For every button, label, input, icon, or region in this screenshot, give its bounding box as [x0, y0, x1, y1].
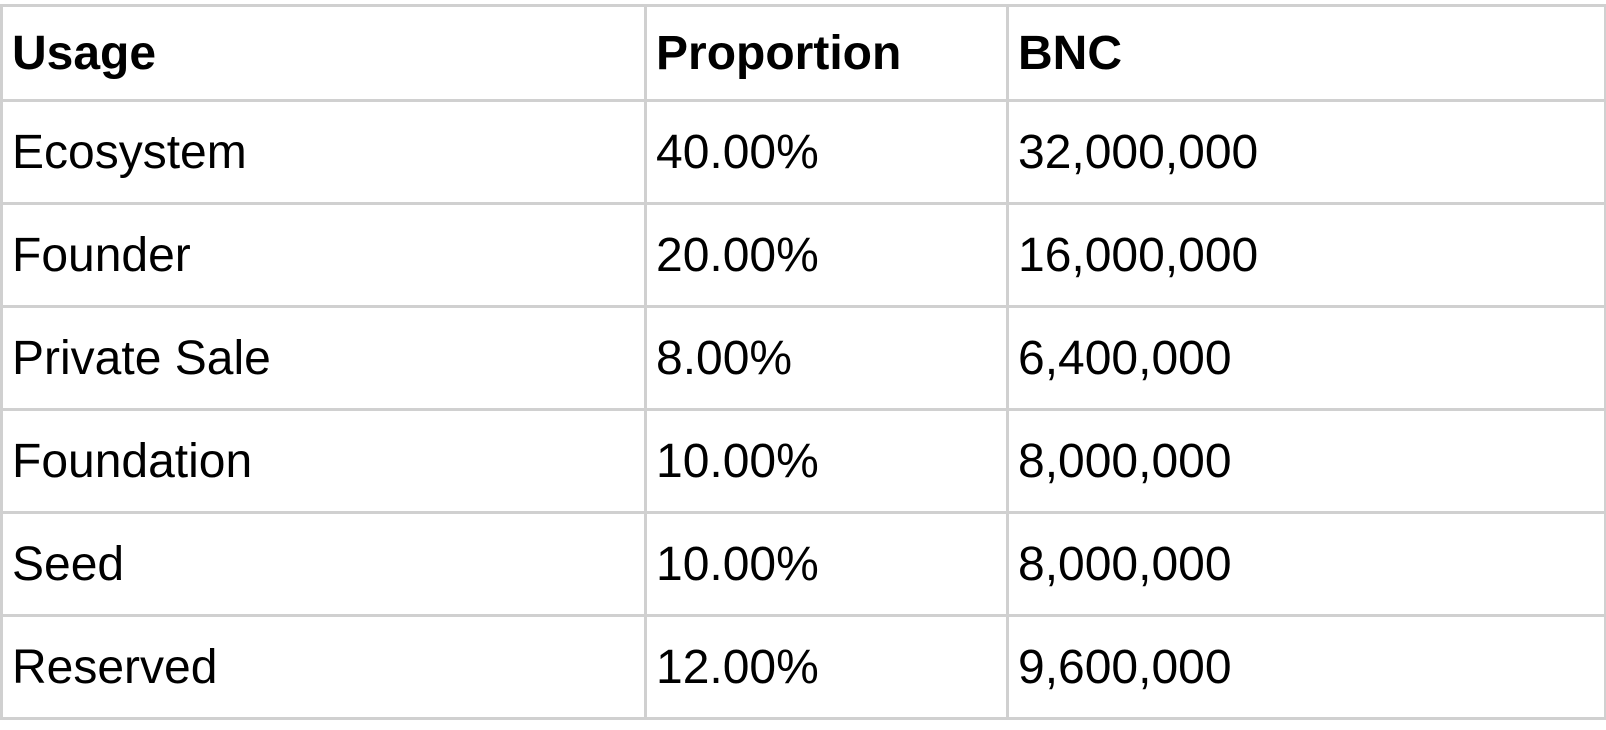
bnc-cell: 32,000,000 — [1006, 99, 1606, 205]
bnc-cell: 8,000,000 — [1006, 511, 1606, 617]
header-proportion: Proportion — [644, 4, 1009, 102]
header-usage: Usage — [0, 4, 647, 102]
usage-cell: Private Sale — [0, 305, 647, 411]
header-row: Usage Proportion BNC — [0, 4, 1606, 102]
proportion-cell: 12.00% — [644, 614, 1009, 720]
bnc-cell: 16,000,000 — [1006, 202, 1606, 308]
usage-cell: Foundation — [0, 408, 647, 514]
proportion-cell: 8.00% — [644, 305, 1009, 411]
table-body: Ecosystem 40.00% 32,000,000 Founder 20.0… — [0, 99, 1606, 720]
table-row: Founder 20.00% 16,000,000 — [0, 202, 1606, 308]
proportion-cell: 10.00% — [644, 511, 1009, 617]
bnc-cell: 9,600,000 — [1006, 614, 1606, 720]
table-row: Seed 10.00% 8,000,000 — [0, 511, 1606, 617]
proportion-cell: 40.00% — [644, 99, 1009, 205]
allocation-table: Usage Proportion BNC Ecosystem 40.00% 32… — [0, 4, 1606, 720]
table-row: Private Sale 8.00% 6,400,000 — [0, 305, 1606, 411]
proportion-cell: 10.00% — [644, 408, 1009, 514]
table-header: Usage Proportion BNC — [0, 4, 1606, 102]
usage-cell: Reserved — [0, 614, 647, 720]
bnc-cell: 8,000,000 — [1006, 408, 1606, 514]
proportion-cell: 20.00% — [644, 202, 1009, 308]
usage-cell: Seed — [0, 511, 647, 617]
bnc-cell: 6,400,000 — [1006, 305, 1606, 411]
table-row: Ecosystem 40.00% 32,000,000 — [0, 99, 1606, 205]
table-row: Reserved 12.00% 9,600,000 — [0, 614, 1606, 720]
usage-cell: Founder — [0, 202, 647, 308]
usage-cell: Ecosystem — [0, 99, 647, 205]
table-row: Foundation 10.00% 8,000,000 — [0, 408, 1606, 514]
header-bnc: BNC — [1006, 4, 1606, 102]
